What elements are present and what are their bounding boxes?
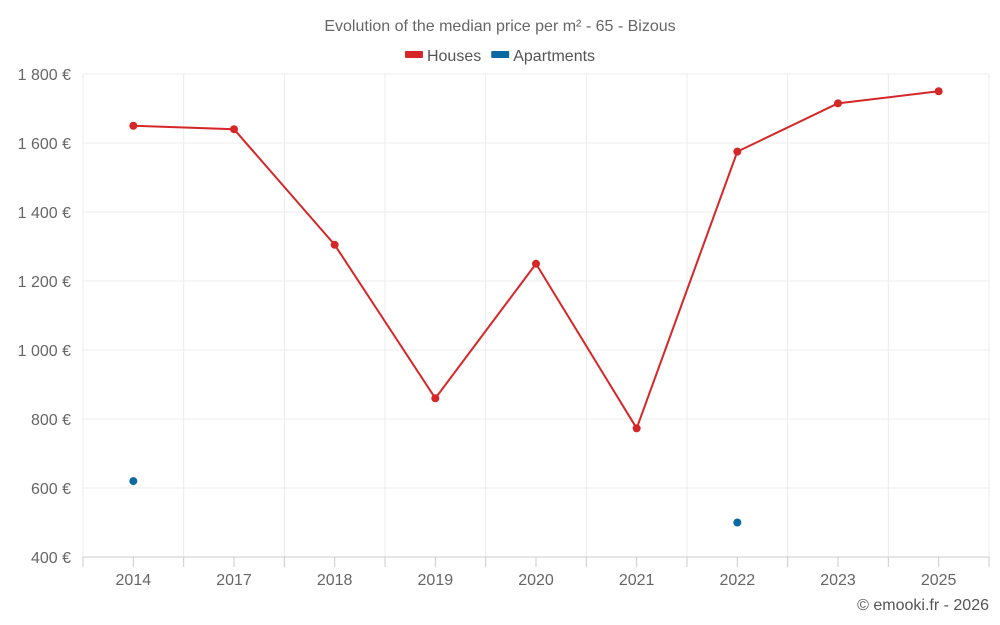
x-tick-label: 2022	[720, 572, 756, 589]
legend-swatch	[491, 51, 510, 58]
data-point-houses-2018[interactable]	[330, 240, 339, 249]
x-tick-label: 2017	[216, 572, 252, 589]
y-tick-label: 1 800 €	[18, 67, 71, 84]
series-layer	[129, 87, 943, 527]
series-apartments[interactable]	[129, 477, 742, 527]
legend-label: Houses	[427, 48, 481, 65]
data-point-houses-2022[interactable]	[733, 147, 742, 156]
x-tick-label: 2025	[921, 572, 957, 589]
y-tick-label: 400 €	[31, 550, 71, 567]
chart-title: Evolution of the median price per m² - 6…	[324, 18, 675, 35]
data-point-apartments-2022[interactable]	[733, 518, 742, 527]
y-tick-label: 1 600 €	[18, 136, 71, 153]
chart-credit[interactable]: © emooki.fr - 2026	[857, 597, 989, 614]
legend-swatch	[404, 51, 423, 58]
data-point-houses-2017[interactable]	[230, 125, 238, 134]
series-houses[interactable]	[129, 87, 943, 433]
x-tick-label: 2019	[418, 572, 454, 589]
x-tick-label: 2018	[317, 572, 353, 589]
x-tick-label: 2021	[619, 572, 655, 589]
data-point-houses-2020[interactable]	[532, 259, 540, 268]
legend-label: Apartments	[513, 48, 595, 65]
legend-item-apartments[interactable]: Apartments	[491, 48, 595, 65]
x-tick-label: 2023	[820, 572, 856, 589]
axes: 400 € 600 € 800 € 1 000 € 1 200 € 1 400 € 1 60…	[18, 67, 990, 589]
y-tick-label: 600 €	[31, 481, 71, 498]
y-tick-label: 800 €	[31, 412, 71, 429]
data-point-houses-2021[interactable]	[632, 424, 641, 433]
data-point-apartments-2014[interactable]	[129, 477, 138, 486]
y-tick-label: 1 400 €	[18, 205, 71, 222]
x-tick-label: 2020	[518, 572, 554, 589]
legend-item-houses[interactable]: Houses	[404, 48, 481, 65]
data-point-houses-2014[interactable]	[129, 121, 138, 130]
legend[interactable]: Houses Apartments	[404, 48, 595, 65]
y-tick-label: 1 200 €	[18, 274, 71, 291]
data-point-houses-2023[interactable]	[834, 99, 842, 108]
grid	[82, 73, 990, 558]
data-point-houses-2019[interactable]	[431, 394, 440, 403]
data-point-houses-2025[interactable]	[934, 87, 943, 96]
y-tick-label: 1 000 €	[18, 343, 71, 360]
x-tick-label: 2014	[116, 572, 152, 589]
